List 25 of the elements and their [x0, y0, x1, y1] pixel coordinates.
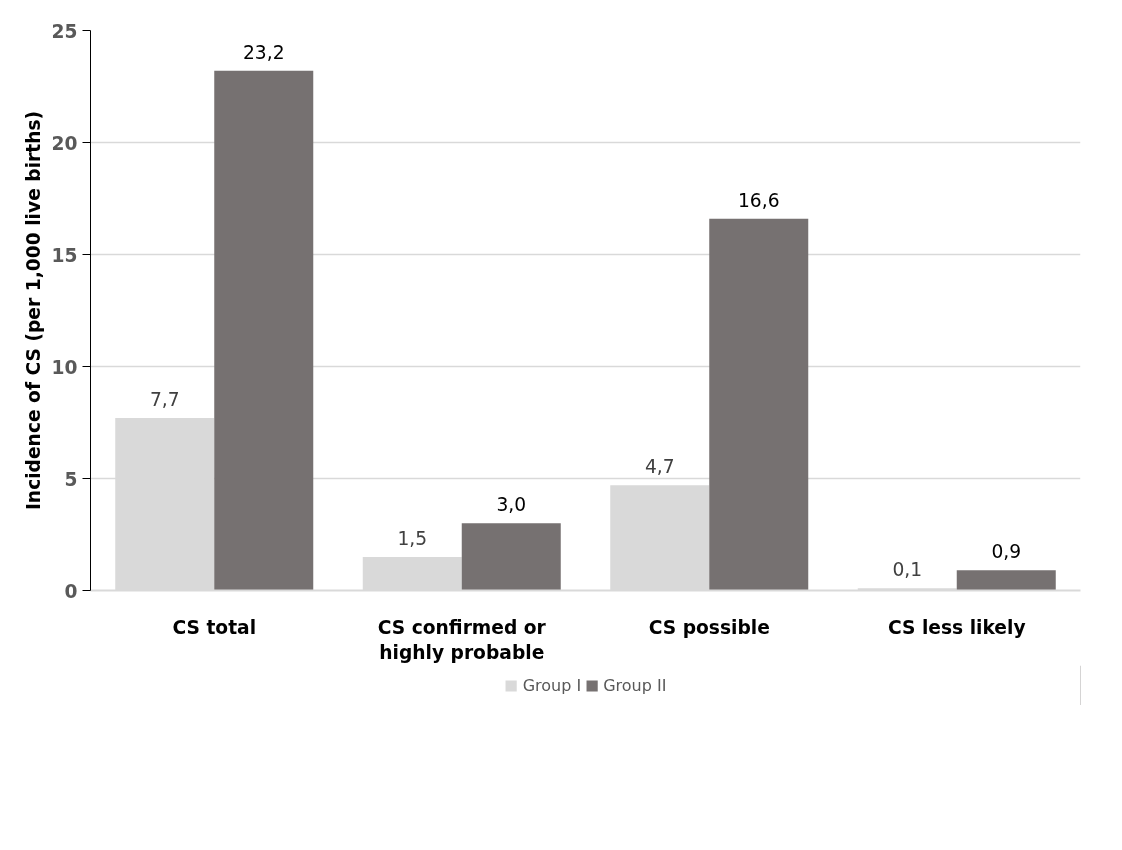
bar — [461, 523, 561, 591]
y-tick-label: 10 — [51, 356, 78, 378]
y-axis-title: Incidence of CS (per 1,000 live births) — [22, 110, 44, 511]
y-tick-label: 15 — [51, 244, 78, 266]
legend-label: Group I — [522, 675, 582, 695]
x-tick-label: CS total — [172, 616, 257, 638]
bar — [709, 218, 809, 591]
y-tick-label: 0 — [64, 580, 78, 602]
data-label: 16,6 — [737, 189, 780, 211]
data-label: 23,2 — [242, 41, 285, 63]
y-tick-label: 20 — [51, 132, 78, 154]
x-tick-label: CS confirmed or highly probable — [377, 616, 547, 663]
legend-label: Group II — [603, 675, 667, 695]
y-tick-label: 25 — [51, 20, 78, 42]
data-label: 7,7 — [149, 389, 180, 411]
data-label: 1,5 — [397, 527, 428, 549]
x-tick-label: CS possible — [648, 616, 770, 638]
data-label: 0,1 — [892, 559, 923, 581]
bar — [214, 70, 314, 591]
y-tick-label: 5 — [64, 468, 78, 490]
data-label: 0,9 — [991, 541, 1022, 563]
data-label: 3,0 — [496, 494, 527, 516]
x-tick-label: CS less likely — [887, 616, 1026, 638]
data-label: 4,7 — [644, 456, 675, 478]
bar — [956, 570, 1056, 591]
